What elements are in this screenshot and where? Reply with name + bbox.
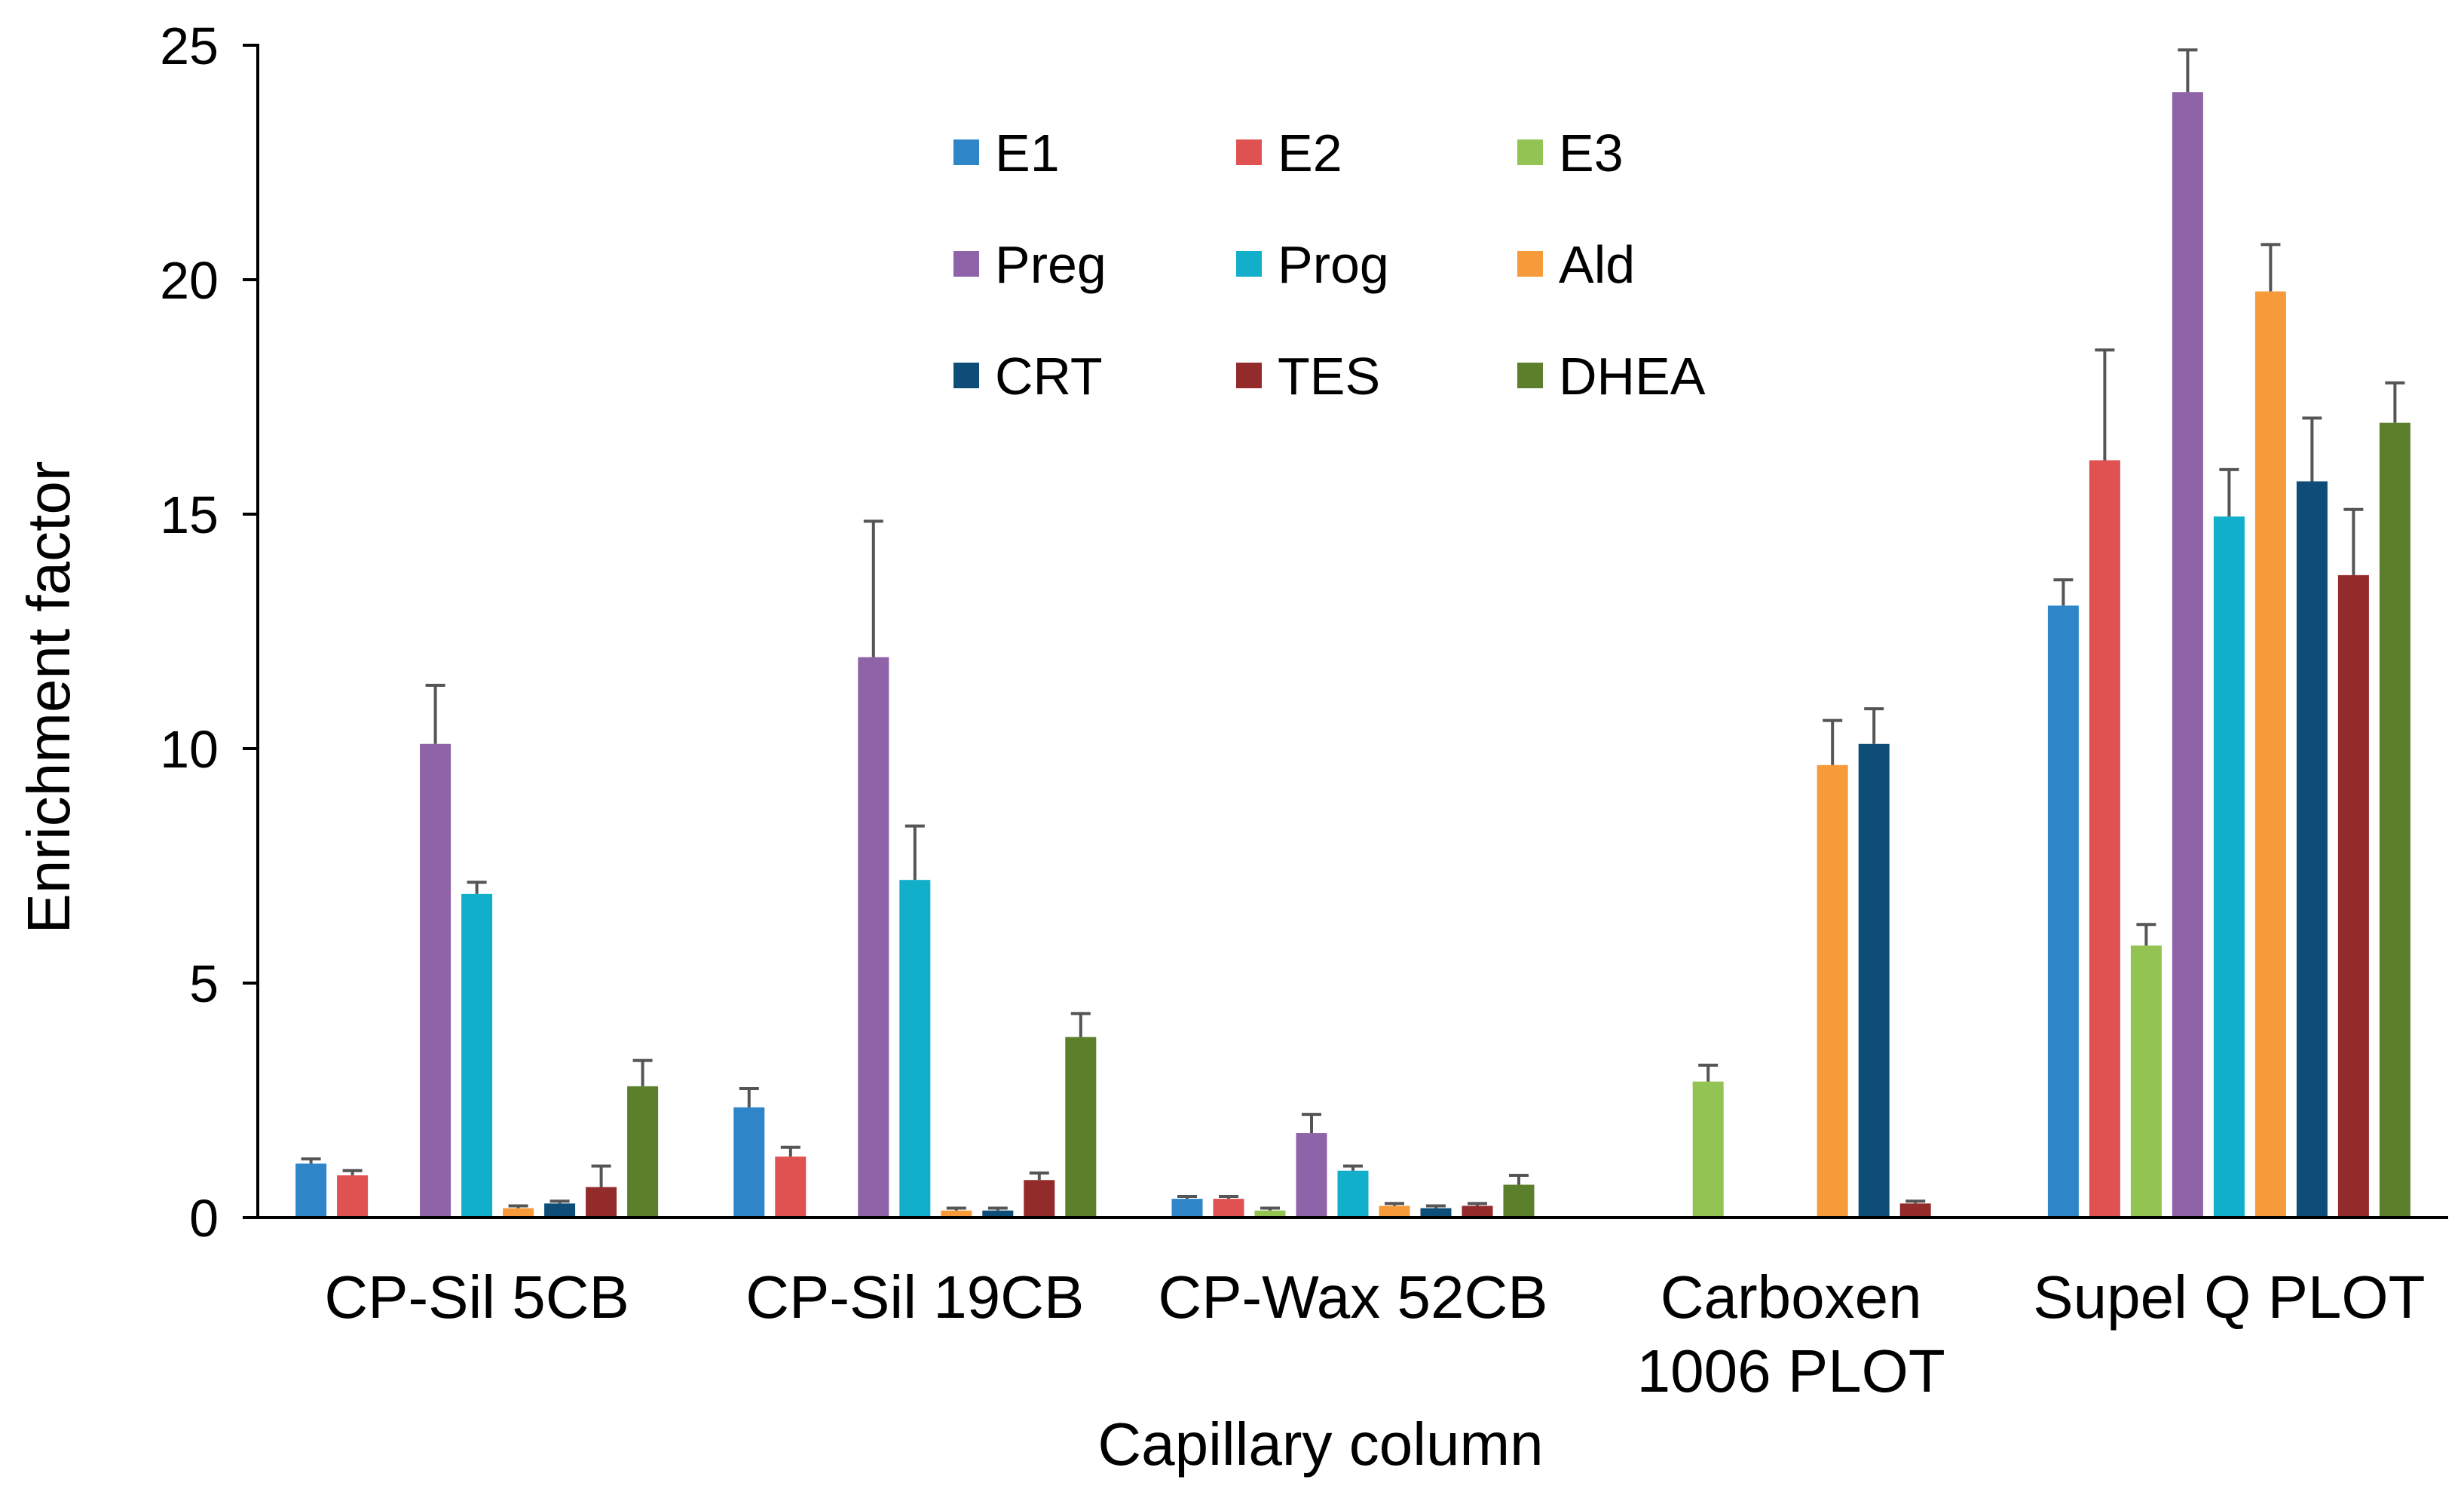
category-label-3-line-1: 1006 PLOT <box>1637 1337 1945 1405</box>
bar-crt-0 <box>544 1203 576 1218</box>
bar-e1-4 <box>2047 605 2079 1218</box>
bar-prog-4 <box>2213 516 2245 1218</box>
bar-prog-1 <box>899 880 931 1218</box>
x-axis-title: Capillary column <box>1097 1411 1543 1478</box>
legend-swatch-preg <box>953 251 979 277</box>
legend-label-preg: Preg <box>995 235 1107 294</box>
legend-label-dhea: DHEA <box>1559 347 1706 406</box>
legend-label-ald: Ald <box>1559 235 1635 294</box>
bar-e1-1 <box>733 1107 765 1218</box>
bar-dhea-2 <box>1503 1184 1535 1218</box>
legend-swatch-e3 <box>1517 139 1543 165</box>
bar-crt-1 <box>982 1210 1014 1218</box>
bar-preg-0 <box>420 743 451 1218</box>
bar-ald-2 <box>1379 1205 1410 1218</box>
bar-ald-4 <box>2254 291 2286 1218</box>
bar-e2-0 <box>337 1175 369 1218</box>
legend-swatch-dhea <box>1517 363 1543 388</box>
y-tick-label-5: 5 <box>189 954 219 1013</box>
bar-preg-2 <box>1296 1133 1327 1218</box>
bar-crt-4 <box>2296 481 2328 1218</box>
bar-tes-0 <box>586 1187 617 1218</box>
bar-dhea-0 <box>627 1086 659 1218</box>
y-axis-title: Enrichment factor <box>15 461 82 934</box>
bar-e1-2 <box>1171 1199 1203 1218</box>
bar-e3-4 <box>2130 945 2162 1218</box>
bar-prog-2 <box>1337 1170 1369 1218</box>
bar-e2-4 <box>2089 460 2120 1218</box>
legend-label-tes: TES <box>1278 347 1380 406</box>
ticks-layer: 0 5 10 15 20 25 <box>160 17 258 1248</box>
legend-label-prog: Prog <box>1278 235 1389 294</box>
bar-preg-1 <box>858 657 889 1218</box>
legend-label-e3: E3 <box>1559 124 1624 182</box>
bar-e1-0 <box>295 1163 327 1218</box>
legend-swatch-prog <box>1236 251 1262 277</box>
bar-dhea-1 <box>1065 1037 1097 1218</box>
bar-tes-3 <box>1899 1203 1931 1218</box>
bar-tes-2 <box>1462 1205 1493 1218</box>
axes-layer <box>256 44 2448 1219</box>
legend: E1 E2 E3 Preg Prog Ald CRT TES DHEA <box>953 124 1706 406</box>
category-label-0: CP-Sil 5CB <box>324 1264 629 1331</box>
legend-swatch-e2 <box>1236 139 1262 165</box>
bar-prog-0 <box>461 893 493 1218</box>
legend-label-crt: CRT <box>995 347 1103 406</box>
y-tick-label-15: 15 <box>160 486 219 544</box>
bar-dhea-4 <box>2379 422 2410 1218</box>
bars-layer <box>295 48 2410 1218</box>
category-label-3-line-0: Carboxen <box>1661 1264 1922 1331</box>
category-label-2: CP-Wax 52CB <box>1158 1264 1547 1331</box>
y-tick-label-20: 20 <box>160 251 219 310</box>
bar-ald-1 <box>941 1210 972 1218</box>
bar-e3-3 <box>1692 1081 1724 1218</box>
bar-e2-1 <box>775 1156 807 1218</box>
bar-preg-4 <box>2172 92 2203 1218</box>
y-tick-label-10: 10 <box>160 720 219 779</box>
bar-e3-2 <box>1254 1210 1286 1218</box>
legend-swatch-tes <box>1236 363 1262 388</box>
bar-tes-4 <box>2337 574 2369 1218</box>
bar-ald-0 <box>503 1208 534 1218</box>
legend-label-e1: E1 <box>995 124 1060 182</box>
legend-swatch-ald <box>1517 251 1543 277</box>
bar-crt-3 <box>1858 743 1890 1218</box>
category-label-4: Supel Q PLOT <box>2033 1264 2425 1331</box>
legend-swatch-e1 <box>953 139 979 165</box>
category-label-1: CP-Sil 19CB <box>745 1264 1084 1331</box>
bar-ald-3 <box>1817 764 1848 1218</box>
y-tick-label-0: 0 <box>189 1189 219 1248</box>
bar-crt-2 <box>1420 1208 1452 1218</box>
category-labels: CP-Sil 5CB CP-Sil 19CB CP-Wax 52CB Carboxen… <box>324 1264 2425 1405</box>
bar-tes-1 <box>1024 1180 1055 1218</box>
bar-e2-2 <box>1213 1199 1244 1218</box>
legend-swatch-crt <box>953 363 979 388</box>
legend-label-e2: E2 <box>1278 124 1342 182</box>
y-tick-label-25: 25 <box>160 17 219 75</box>
